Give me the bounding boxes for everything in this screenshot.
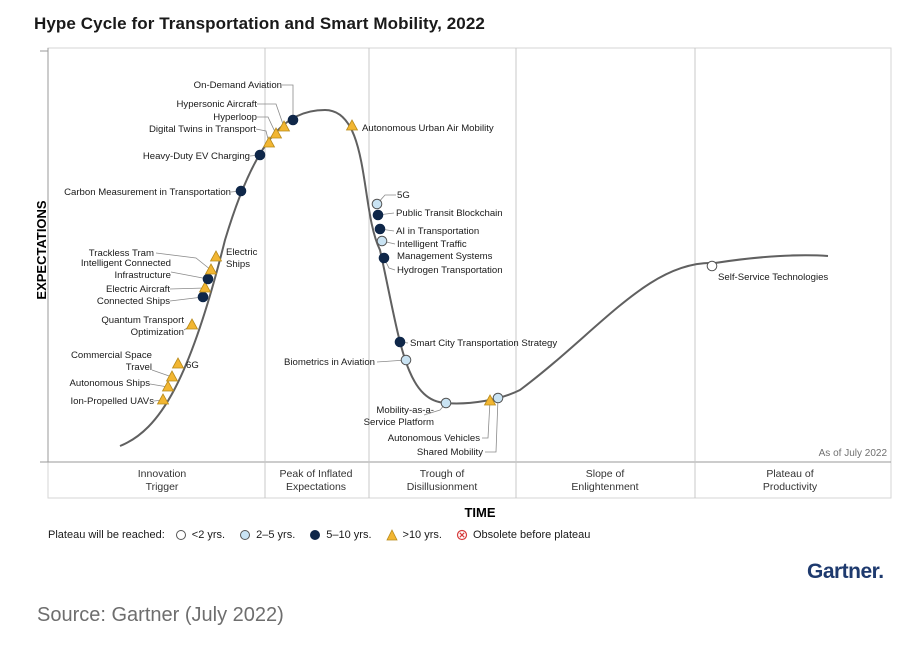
point-marker bbox=[345, 119, 359, 131]
obsolete-x-icon bbox=[456, 529, 468, 541]
point-label: Electric Ships bbox=[226, 247, 258, 270]
dark-blue-circle-icon bbox=[310, 530, 321, 540]
phase-label: Plateau of Productivity bbox=[763, 468, 818, 493]
point-marker bbox=[235, 185, 247, 197]
leader-line bbox=[257, 103, 285, 128]
point-label: Intelligent Traffic Management Systems bbox=[397, 239, 493, 262]
legend-lead: Plateau will be reached: bbox=[48, 529, 165, 541]
point-label: Ion-Propelled UAVs bbox=[70, 396, 154, 407]
leader-line bbox=[257, 116, 277, 135]
point-label: On-Demand Aviation bbox=[194, 80, 282, 91]
point-label: Electric Aircraft bbox=[106, 284, 170, 295]
point-marker bbox=[394, 336, 406, 348]
leader-line bbox=[482, 400, 491, 439]
point-marker bbox=[706, 260, 718, 272]
point-marker bbox=[165, 370, 179, 382]
white-circle-icon bbox=[175, 530, 186, 540]
point-marker bbox=[372, 209, 384, 221]
point-label: Trackless Tram bbox=[89, 248, 154, 259]
point-label: Digital Twins in Transport bbox=[149, 124, 256, 135]
point-label: Biometrics in Aviation bbox=[284, 357, 375, 368]
legend-item-lt2: <2 yrs. bbox=[175, 529, 225, 541]
leader-line bbox=[169, 296, 204, 302]
y-axis-label: EXPECTATIONS bbox=[34, 200, 49, 300]
phase-labels: Innovation Trigger Peak of Inflated Expecta… bbox=[138, 468, 818, 493]
yellow-triangle-icon bbox=[385, 529, 398, 541]
point-marker bbox=[287, 114, 299, 126]
point-marker bbox=[376, 235, 388, 247]
point-marker bbox=[269, 127, 283, 139]
point-marker bbox=[161, 380, 175, 392]
point-label: Quantum Transport Optimization bbox=[101, 315, 184, 338]
point-label: Smart City Transportation Strategy bbox=[410, 338, 557, 349]
phase-label: Peak of Inflated Expectations bbox=[280, 468, 353, 493]
point-marker bbox=[197, 291, 209, 303]
point-label: Heavy-Duty EV Charging bbox=[143, 151, 250, 162]
leader-line bbox=[282, 84, 294, 120]
point-marker bbox=[400, 354, 412, 366]
point-marker bbox=[440, 397, 452, 409]
phase-label: Innovation Trigger bbox=[138, 468, 187, 493]
legend-item-gt10: >10 yrs. bbox=[385, 529, 442, 541]
markers bbox=[156, 114, 718, 409]
point-marker bbox=[204, 263, 218, 275]
point-label: Autonomous Ships bbox=[69, 378, 150, 389]
phase-label: Trough of Disillusionment bbox=[407, 468, 478, 493]
chart-title: Hype Cycle for Transportation and Smart … bbox=[34, 14, 485, 33]
leader-line bbox=[170, 271, 209, 280]
point-marker bbox=[483, 394, 497, 406]
point-label: AI in Transportation bbox=[396, 226, 479, 237]
point-label: Carbon Measurement in Transportation bbox=[64, 187, 231, 198]
point-marker bbox=[277, 120, 291, 132]
point-label: Connected Ships bbox=[97, 296, 170, 307]
point-label: Hydrogen Transportation bbox=[397, 265, 503, 276]
hype-cycle-chart: EXPECTATIONS TIME As of July 2022 Innova… bbox=[34, 47, 892, 520]
leader-line bbox=[151, 369, 173, 378]
point-label: Autonomous Urban Air Mobility bbox=[362, 123, 494, 134]
point-labels: Ion-Propelled UAVs Autonomous Ships Commer… bbox=[64, 80, 828, 458]
point-label: Autonomous Vehicles bbox=[388, 433, 480, 444]
as-of-note: As of July 2022 bbox=[819, 448, 888, 459]
phase-label: Slope of Enlightenment bbox=[571, 468, 638, 493]
point-marker bbox=[262, 136, 276, 148]
point-label: 6G bbox=[186, 360, 199, 371]
point-marker bbox=[209, 250, 223, 262]
point-marker bbox=[185, 318, 199, 330]
plot-frame bbox=[40, 47, 892, 499]
leader-line bbox=[169, 287, 206, 290]
point-label: Shared Mobility bbox=[417, 447, 483, 458]
point-marker bbox=[254, 149, 266, 161]
hype-curve bbox=[119, 108, 829, 447]
point-marker bbox=[202, 273, 214, 285]
gartner-logo: Gartner. bbox=[807, 560, 884, 583]
point-marker bbox=[374, 223, 386, 235]
legend-item-5to10: 5–10 yrs. bbox=[309, 529, 372, 541]
light-blue-circle-icon bbox=[240, 530, 251, 540]
legend: Plateau will be reached: <2 yrs. 2–5 yrs… bbox=[48, 529, 604, 541]
x-axis-label: TIME bbox=[464, 505, 495, 520]
point-label: Mobility-as-a-Service Platform bbox=[364, 405, 434, 428]
leader-line bbox=[155, 252, 212, 271]
point-label: Hypersonic Aircraft bbox=[176, 99, 257, 110]
source-note: Source: Gartner (July 2022) bbox=[37, 604, 284, 626]
point-marker bbox=[492, 392, 504, 404]
point-label: Commercial Space Travel bbox=[71, 350, 152, 373]
legend-item-2to5: 2–5 yrs. bbox=[239, 529, 295, 541]
point-marker bbox=[378, 252, 390, 264]
point-marker bbox=[156, 393, 170, 405]
point-label: Self-Service Technologies bbox=[718, 272, 828, 283]
point-marker bbox=[371, 198, 383, 210]
point-marker bbox=[171, 357, 185, 369]
legend-item-obsolete: Obsolete before plateau bbox=[456, 529, 590, 541]
point-marker bbox=[198, 281, 212, 293]
leader-line bbox=[485, 397, 499, 453]
point-label: Intelligent Connected Infrastructure bbox=[81, 258, 171, 281]
point-label: Public Transit Blockchain bbox=[396, 208, 503, 219]
point-label: 5G bbox=[397, 190, 410, 201]
point-label: Hyperloop bbox=[213, 112, 257, 123]
